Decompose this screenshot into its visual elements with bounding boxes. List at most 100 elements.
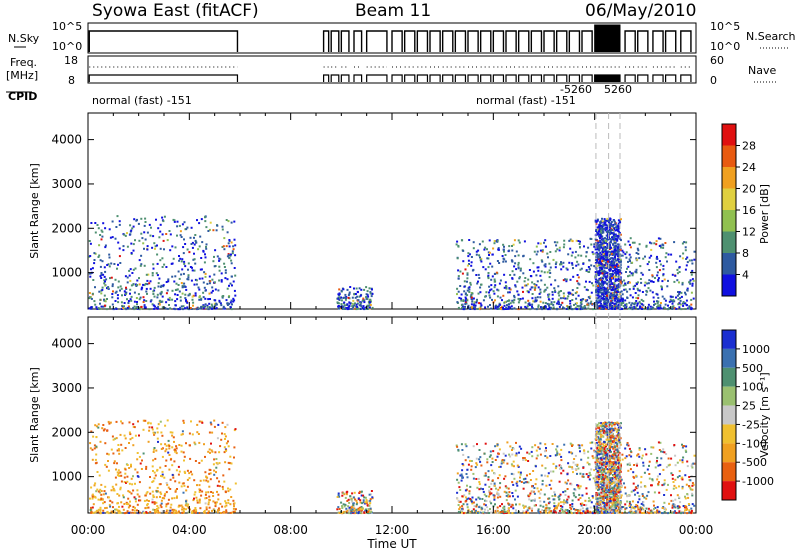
echo-pixel <box>105 278 108 281</box>
echo-pixel <box>228 468 231 471</box>
echo-pixel <box>604 261 607 264</box>
echo-pixel <box>175 282 178 285</box>
echo-pixel <box>135 283 137 286</box>
echo-pixel <box>606 224 609 227</box>
echo-pixel <box>670 499 673 502</box>
echo-pixel <box>640 485 643 488</box>
echo-pixel <box>497 488 500 491</box>
echo-pixel <box>528 507 531 510</box>
echo-pixel <box>598 235 601 238</box>
echo-pixel <box>349 498 352 501</box>
echo-pixel <box>133 496 136 499</box>
echo-pixel <box>176 220 179 223</box>
echo-pixel <box>670 253 673 256</box>
echo-pixel <box>457 269 460 272</box>
echo-pixel <box>527 299 530 302</box>
echo-pixel <box>343 296 346 299</box>
echo-pixel <box>221 505 224 508</box>
echo-pixel <box>193 509 196 512</box>
echo-pixel <box>569 305 572 308</box>
echo-pixel <box>575 239 578 242</box>
echo-pixel <box>364 496 367 499</box>
echo-pixel <box>529 288 532 291</box>
echo-pixel <box>155 218 157 221</box>
echo-pixel <box>180 450 183 453</box>
echo-pixel <box>680 510 683 513</box>
echo-pixel <box>210 491 213 493</box>
echo-pixel <box>229 455 232 458</box>
echo-pixel <box>157 227 160 230</box>
echo-pixel <box>338 296 341 299</box>
echo-pixel <box>623 279 626 282</box>
echo-pixel <box>596 259 599 261</box>
echo-pixel <box>112 452 115 455</box>
echo-pixel <box>611 277 614 279</box>
echo-pixel <box>487 509 489 512</box>
echo-pixel <box>604 276 607 279</box>
echo-pixel <box>503 490 506 493</box>
echo-pixel <box>606 494 609 497</box>
echo-pixel <box>233 456 235 459</box>
echo-pixel <box>156 486 159 489</box>
echo-pixel <box>113 263 116 265</box>
echo-pixel <box>145 511 148 514</box>
echo-pixel <box>642 461 645 464</box>
echo-pixel <box>151 272 154 274</box>
echo-pixel <box>593 245 596 248</box>
echo-pixel <box>581 308 583 310</box>
echo-pixel <box>662 448 665 451</box>
echo-pixel <box>549 307 552 310</box>
echo-pixel <box>634 306 637 309</box>
echo-pixel <box>596 279 599 282</box>
echo-pixel <box>161 475 164 478</box>
echo-pixel <box>642 304 645 307</box>
echo-pixel <box>127 506 130 509</box>
echo-pixel <box>600 246 603 249</box>
echo-pixel <box>561 508 564 511</box>
echo-pixel <box>678 291 681 294</box>
echo-pixel <box>605 266 608 269</box>
echo-pixel <box>576 287 579 289</box>
echo-pixel <box>193 236 195 239</box>
noise-trace <box>479 30 492 52</box>
echo-pixel <box>368 504 371 507</box>
echo-pixel <box>558 305 561 308</box>
echo-pixel <box>493 292 496 295</box>
echo-pixel <box>566 498 569 501</box>
echo-pixel <box>616 288 619 291</box>
echo-pixel <box>203 511 206 514</box>
echo-pixel <box>120 443 123 446</box>
echo-pixel <box>628 274 631 277</box>
echo-pixel <box>518 480 521 483</box>
echo-pixel <box>146 504 149 507</box>
echo-pixel <box>180 485 183 488</box>
echo-pixel <box>482 490 485 493</box>
echo-pixel <box>478 254 481 257</box>
echo-pixel <box>161 295 164 298</box>
echo-pixel <box>594 271 597 273</box>
echo-pixel <box>610 232 613 234</box>
echo-pixel <box>689 486 692 489</box>
echo-pixel <box>582 306 585 309</box>
noise-trace <box>330 30 340 52</box>
echo-pixel <box>176 234 178 237</box>
echo-pixel <box>606 279 609 282</box>
echo-pixel <box>198 488 201 491</box>
echo-pixel <box>191 269 194 272</box>
echo-pixel <box>675 511 678 514</box>
echo-pixel <box>491 457 494 460</box>
echo-pixel <box>464 302 467 305</box>
echo-pixel <box>484 295 487 298</box>
echo-pixel <box>188 292 191 295</box>
echo-pixel <box>627 444 630 447</box>
echo-pixel <box>548 307 551 310</box>
echo-pixel <box>225 504 228 507</box>
echo-pixel <box>114 508 116 511</box>
echo-pixel <box>175 469 178 472</box>
echo-pixel <box>152 293 155 295</box>
echo-pixel <box>617 264 620 267</box>
echo-pixel <box>613 286 616 289</box>
echo-pixel <box>167 280 170 283</box>
echo-pixel <box>656 475 659 478</box>
echo-pixel <box>485 500 488 502</box>
